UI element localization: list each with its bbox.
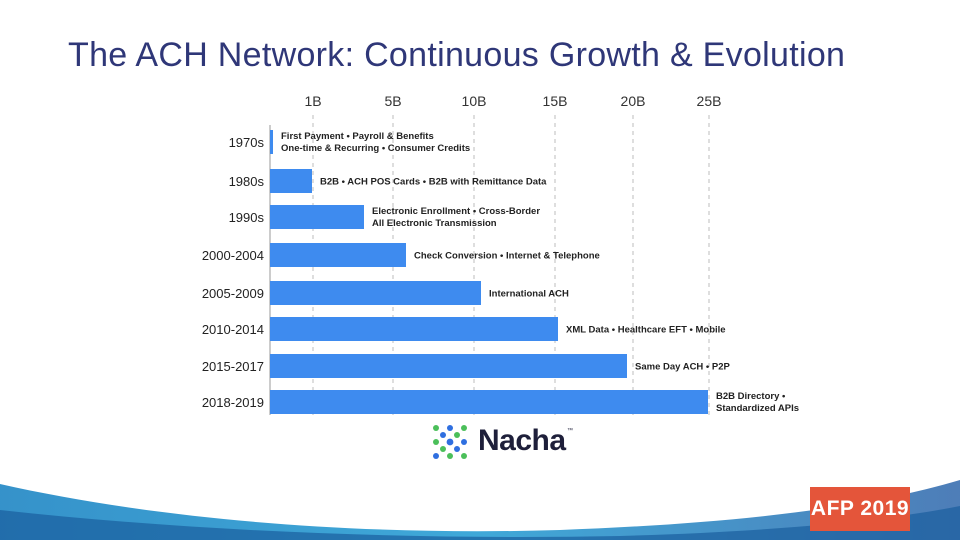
trademark-mark: ™ [567,428,573,434]
x-tick-label: 5B [384,93,401,109]
category-label: 2005-2009 [202,286,264,301]
bar [270,130,273,154]
nacha-logo: Nacha ™ [430,422,580,464]
bar-annotation: Same Day ACH • P2P [635,362,731,373]
x-tick-label: 10B [462,93,487,109]
x-tick-label: 1B [304,93,321,109]
bar [270,205,364,229]
bar-annotation: International ACH [489,289,569,300]
bar-annotation: B2B • ACH POS Cards • B2B with Remittanc… [320,177,547,188]
category-label: 1980s [229,174,265,189]
category-label: 2018-2019 [202,395,264,410]
x-tick-label: 25B [697,93,722,109]
nacha-wordmark: Nacha [478,424,566,457]
category-label: 2010-2014 [202,322,264,337]
category-label: 1990s [229,210,265,225]
label-layer: 1B 5B 10B 15B 20B 25B 1970s First Payment • Pay… [202,93,799,414]
nacha-dots-icon [433,425,467,459]
bar-annotation: Check Conversion • Internet & Telephone [414,251,600,262]
bar-annotation: Electronic Enrollment • Cross-Border [372,206,540,217]
bar [270,169,312,193]
bar-annotation: B2B Directory • [716,391,786,402]
page-title: The ACH Network: Continuous Growth & Evo… [68,36,846,74]
afp-2019-badge: AFP 2019 [810,487,910,531]
bar-annotation: Standardized APIs [716,403,799,414]
x-tick-label: 15B [543,93,568,109]
bar-annotation: First Payment • Payroll & Benefits [281,131,434,142]
bar-layer [270,130,708,414]
bar-annotation: All Electronic Transmission [372,218,497,229]
bar-annotation: One-time & Recurring • Consumer Credits [281,143,470,154]
footer-wave [0,480,960,540]
x-tick-label: 20B [621,93,646,109]
category-label: 1970s [229,135,265,150]
bar [270,243,406,267]
bar [270,390,708,414]
bar [270,281,481,305]
bar [270,354,627,378]
bar [270,317,558,341]
category-label: 2015-2017 [202,359,264,374]
category-label: 2000-2004 [202,248,264,263]
bar-annotation: XML Data • Healthcare EFT • Mobile [566,325,726,336]
